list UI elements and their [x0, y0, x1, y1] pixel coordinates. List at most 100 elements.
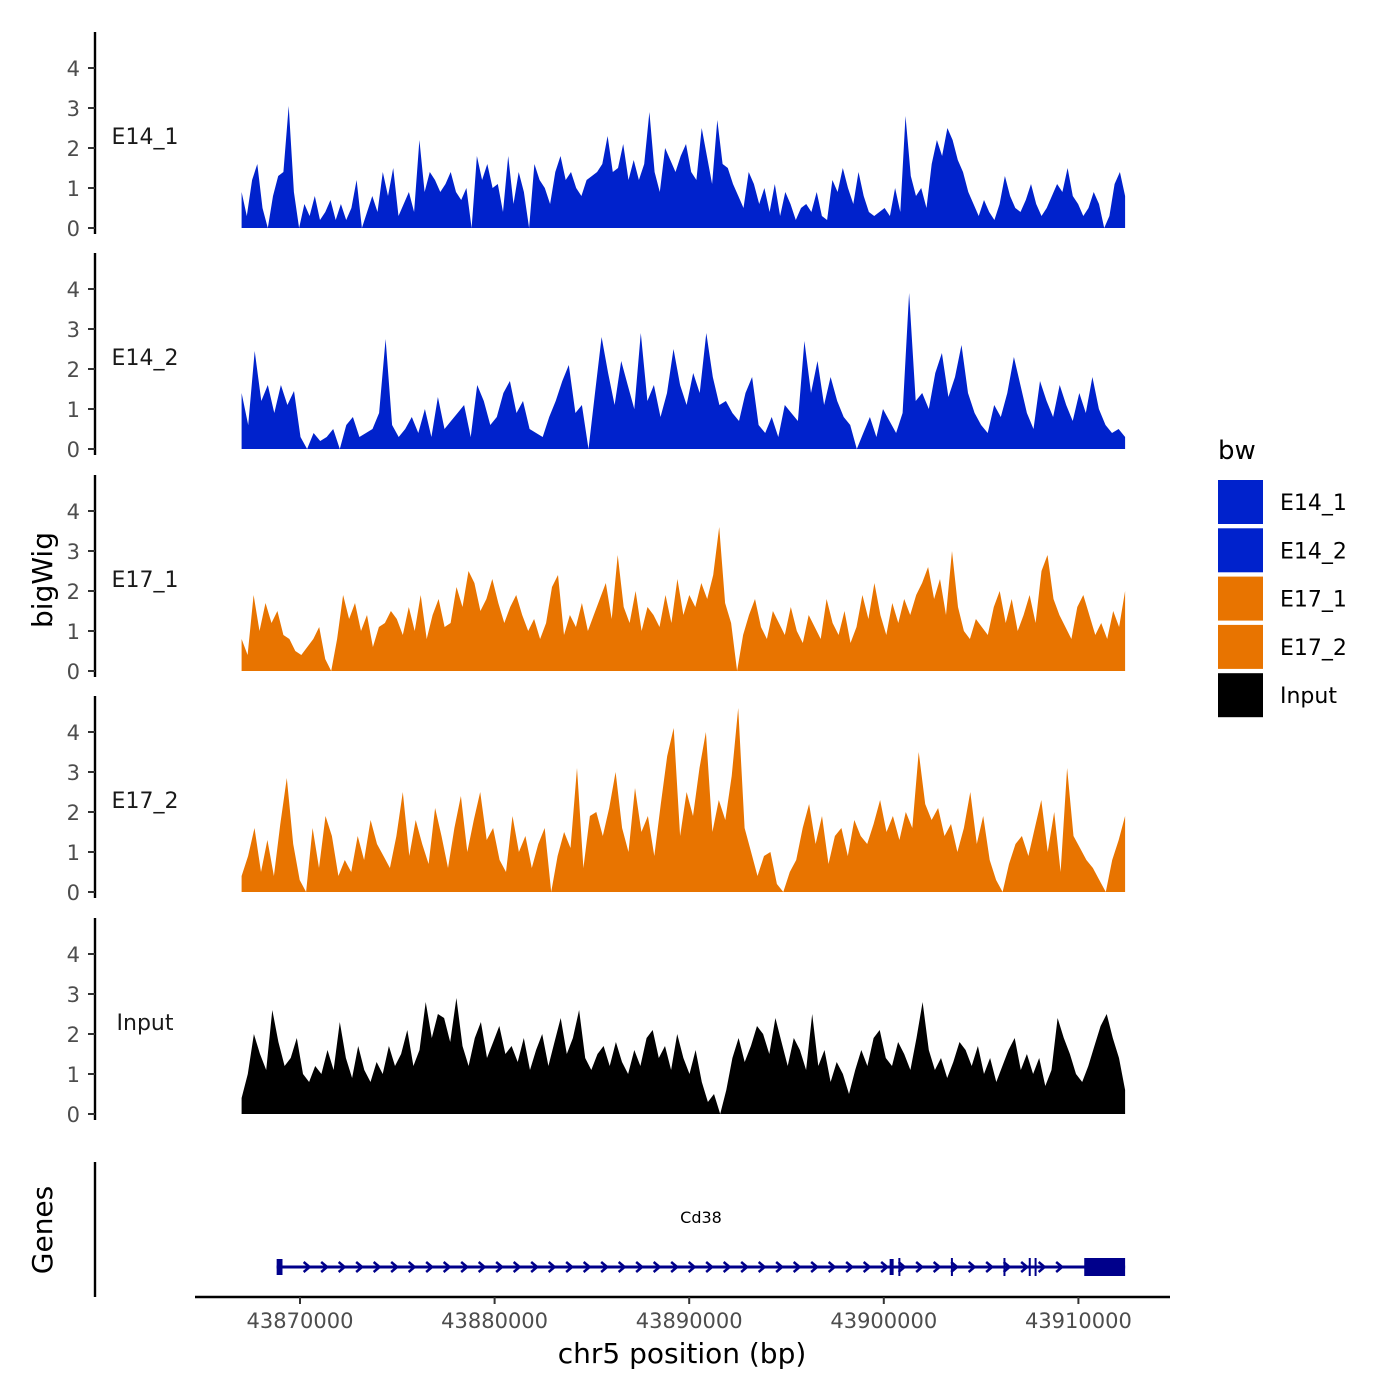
- y-axis-label: bigWig: [26, 532, 59, 628]
- track-label-E17_1: E17_1: [112, 568, 179, 593]
- y-tick-label-E14_2-3: 3: [67, 318, 80, 342]
- legend-label-E17_2: E17_2: [1280, 636, 1347, 661]
- gene-strand-arrow: [547, 1261, 557, 1273]
- legend-swatch-Input: [1218, 673, 1263, 718]
- gene-name-label: Cd38: [680, 1208, 722, 1227]
- gene-strand-arrow: [617, 1261, 627, 1273]
- gene-strand-arrow: [1037, 1261, 1047, 1273]
- y-tick-label-E17_1-0: 0: [67, 660, 80, 684]
- gene-strand-arrow: [775, 1261, 785, 1273]
- gene-strand-arrow: [740, 1261, 750, 1273]
- gene-strand-arrow: [320, 1261, 330, 1273]
- track-label-E14_2: E14_2: [112, 346, 179, 371]
- gene-model-cd38: [276, 1258, 1126, 1276]
- y-tick-label-Input-4: 4: [67, 943, 80, 967]
- y-tick-label-E17_2-1: 1: [67, 841, 80, 865]
- y-tick-label-Input-0: 0: [67, 1103, 80, 1127]
- legend-swatch-E17_2: [1218, 624, 1263, 669]
- signal-area-Input: [241, 998, 1126, 1114]
- y-tick-label-E17_2-3: 3: [67, 761, 80, 785]
- gene-strand-arrow: [442, 1261, 452, 1273]
- x-axis: 43870000 43880000 43890000 43900000 43910000: [195, 1295, 1170, 1333]
- track-label-Input: Input: [117, 1011, 174, 1036]
- y-tick-label-E17_1-2: 2: [67, 580, 80, 604]
- gene-strand-arrow: [512, 1261, 522, 1273]
- gene-strand-arrow: [390, 1261, 400, 1273]
- gene-panel: Genes Cd38: [26, 1162, 1126, 1297]
- y-tick-label-E14_1-2: 2: [67, 137, 80, 161]
- legend: bw E14_1 E14_2 E17_1 E17_2 Input: [1218, 436, 1347, 718]
- gene-strand-arrow: [862, 1261, 872, 1273]
- y-tick-label-Input-3: 3: [67, 983, 80, 1007]
- x-axis-label: chr5 position (bp): [558, 1337, 807, 1370]
- gene-strand-arrow: [337, 1261, 347, 1273]
- gene-strand-arrow: [1055, 1261, 1065, 1273]
- y-tick-label-E17_2-0: 0: [67, 881, 80, 905]
- track-label-E17_2: E17_2: [112, 789, 179, 814]
- gene-panel-label: Genes: [26, 1186, 59, 1274]
- y-tick-label-E14_1-3: 3: [67, 97, 80, 121]
- gene-strand-arrow: [845, 1261, 855, 1273]
- gene-strand-arrow: [915, 1261, 925, 1273]
- gene-strand-arrow: [477, 1261, 487, 1273]
- gene-strand-arrow: [722, 1261, 732, 1273]
- legend-swatch-E17_1: [1218, 576, 1263, 621]
- gene-strand-arrow: [565, 1261, 575, 1273]
- gene-strand-arrow: [950, 1261, 960, 1273]
- y-tick-label-E14_1-0: 0: [67, 217, 80, 241]
- gene-strand-arrow: [985, 1261, 995, 1273]
- x-tick-label-43910000: 43910000: [1025, 1309, 1132, 1333]
- gene-strand-arrow: [670, 1261, 680, 1273]
- legend-title: bw: [1218, 436, 1256, 466]
- x-tick-label-43880000: 43880000: [441, 1309, 548, 1333]
- gene-exon: [276, 1259, 283, 1275]
- gene-strand-arrow: [792, 1261, 802, 1273]
- track-label-E14_1: E14_1: [112, 125, 179, 150]
- gene-strand-arrow: [460, 1261, 470, 1273]
- y-tick-label-E14_2-2: 2: [67, 358, 80, 382]
- legend-swatch-E14_2: [1218, 528, 1263, 573]
- gene-strand-arrow: [652, 1261, 662, 1273]
- y-tick-label-E17_2-2: 2: [67, 801, 80, 825]
- legend-label-E14_1: E14_1: [1280, 491, 1347, 516]
- gene-strand-arrow: [1020, 1261, 1030, 1273]
- y-tick-label-E14_2-1: 1: [67, 398, 80, 422]
- x-tick-label-43890000: 43890000: [636, 1309, 743, 1333]
- gene-strand-arrow: [757, 1261, 767, 1273]
- gene-strand-arrow: [372, 1261, 382, 1273]
- gene-strand-arrow: [582, 1261, 592, 1273]
- gene-strand-arrow: [932, 1261, 942, 1273]
- y-tick-label-E17_2-4: 4: [67, 721, 80, 745]
- y-tick-label-E14_1-4: 4: [67, 57, 80, 81]
- gene-strand-arrow: [600, 1261, 610, 1273]
- gene-strand-arrow: [880, 1261, 890, 1273]
- y-tick-label-E17_1-3: 3: [67, 540, 80, 564]
- gene-strand-arrow: [897, 1261, 907, 1273]
- signal-tracks: 0 1 2 3 4 E14_1 0 1 2 3 4 E14_2 0 1 2 3 4 E17_1 0 1 2 3 4 E17_2…: [67, 32, 1126, 1127]
- signal-area-E14_1: [241, 106, 1126, 228]
- gene-strand-arrow: [302, 1261, 312, 1273]
- y-tick-label-E14_2-4: 4: [67, 278, 80, 302]
- legend-swatch-E14_1: [1218, 480, 1263, 524]
- legend-label-E17_1: E17_1: [1280, 588, 1347, 613]
- gene-strand-arrow: [1002, 1261, 1012, 1273]
- y-tick-label-E17_1-1: 1: [67, 620, 80, 644]
- track-Input: 0 1 2 3 4 Input: [67, 918, 1126, 1127]
- gene-strand-arrow: [425, 1261, 435, 1273]
- gene-strand-arrow: [407, 1261, 417, 1273]
- y-tick-label-Input-2: 2: [67, 1023, 80, 1047]
- gene-strand-arrow: [530, 1261, 540, 1273]
- gene-strand-arrow: [635, 1261, 645, 1273]
- gene-strand-arrow: [810, 1261, 820, 1273]
- gene-exon: [889, 1259, 894, 1275]
- signal-area-E17_2: [241, 708, 1126, 892]
- gene-strand-arrow: [355, 1261, 365, 1273]
- x-tick-label-43900000: 43900000: [830, 1309, 937, 1333]
- track-E17_2: 0 1 2 3 4 E17_2: [67, 696, 1126, 905]
- y-tick-label-E17_1-4: 4: [67, 500, 80, 524]
- track-E17_1: 0 1 2 3 4 E17_1: [67, 475, 1126, 684]
- signal-area-E17_1: [241, 527, 1126, 671]
- gene-strand-arrow: [687, 1261, 697, 1273]
- y-tick-label-Input-1: 1: [67, 1063, 80, 1087]
